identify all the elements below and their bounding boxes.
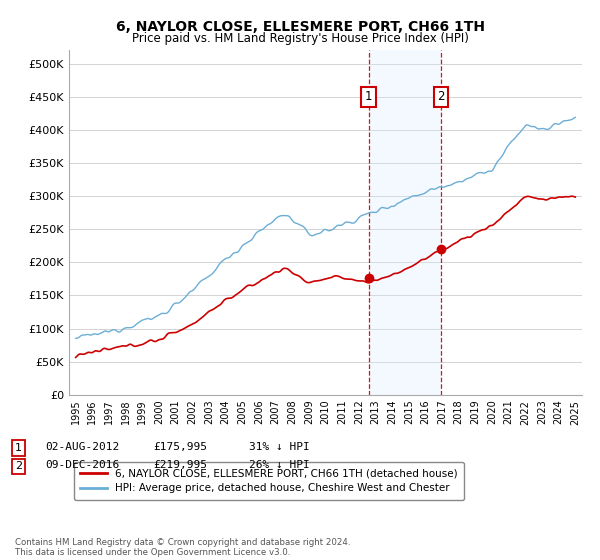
Text: 26% ↓ HPI: 26% ↓ HPI <box>249 460 310 470</box>
Text: Contains HM Land Registry data © Crown copyright and database right 2024.
This d: Contains HM Land Registry data © Crown c… <box>15 538 350 557</box>
Text: 6, NAYLOR CLOSE, ELLESMERE PORT, CH66 1TH: 6, NAYLOR CLOSE, ELLESMERE PORT, CH66 1T… <box>115 20 485 34</box>
Text: 2: 2 <box>437 90 445 103</box>
Legend: 6, NAYLOR CLOSE, ELLESMERE PORT, CH66 1TH (detached house), HPI: Average price, : 6, NAYLOR CLOSE, ELLESMERE PORT, CH66 1T… <box>74 462 464 500</box>
Text: 09-DEC-2016: 09-DEC-2016 <box>45 460 119 470</box>
Text: £175,995: £175,995 <box>153 442 207 452</box>
Text: 02-AUG-2012: 02-AUG-2012 <box>45 442 119 452</box>
Text: Price paid vs. HM Land Registry's House Price Index (HPI): Price paid vs. HM Land Registry's House … <box>131 32 469 45</box>
Text: £219,995: £219,995 <box>153 460 207 470</box>
Text: 2: 2 <box>15 461 22 472</box>
Text: 1: 1 <box>365 90 373 103</box>
Bar <box>368 50 441 395</box>
Text: 1: 1 <box>15 443 22 453</box>
Text: 31% ↓ HPI: 31% ↓ HPI <box>249 442 310 452</box>
